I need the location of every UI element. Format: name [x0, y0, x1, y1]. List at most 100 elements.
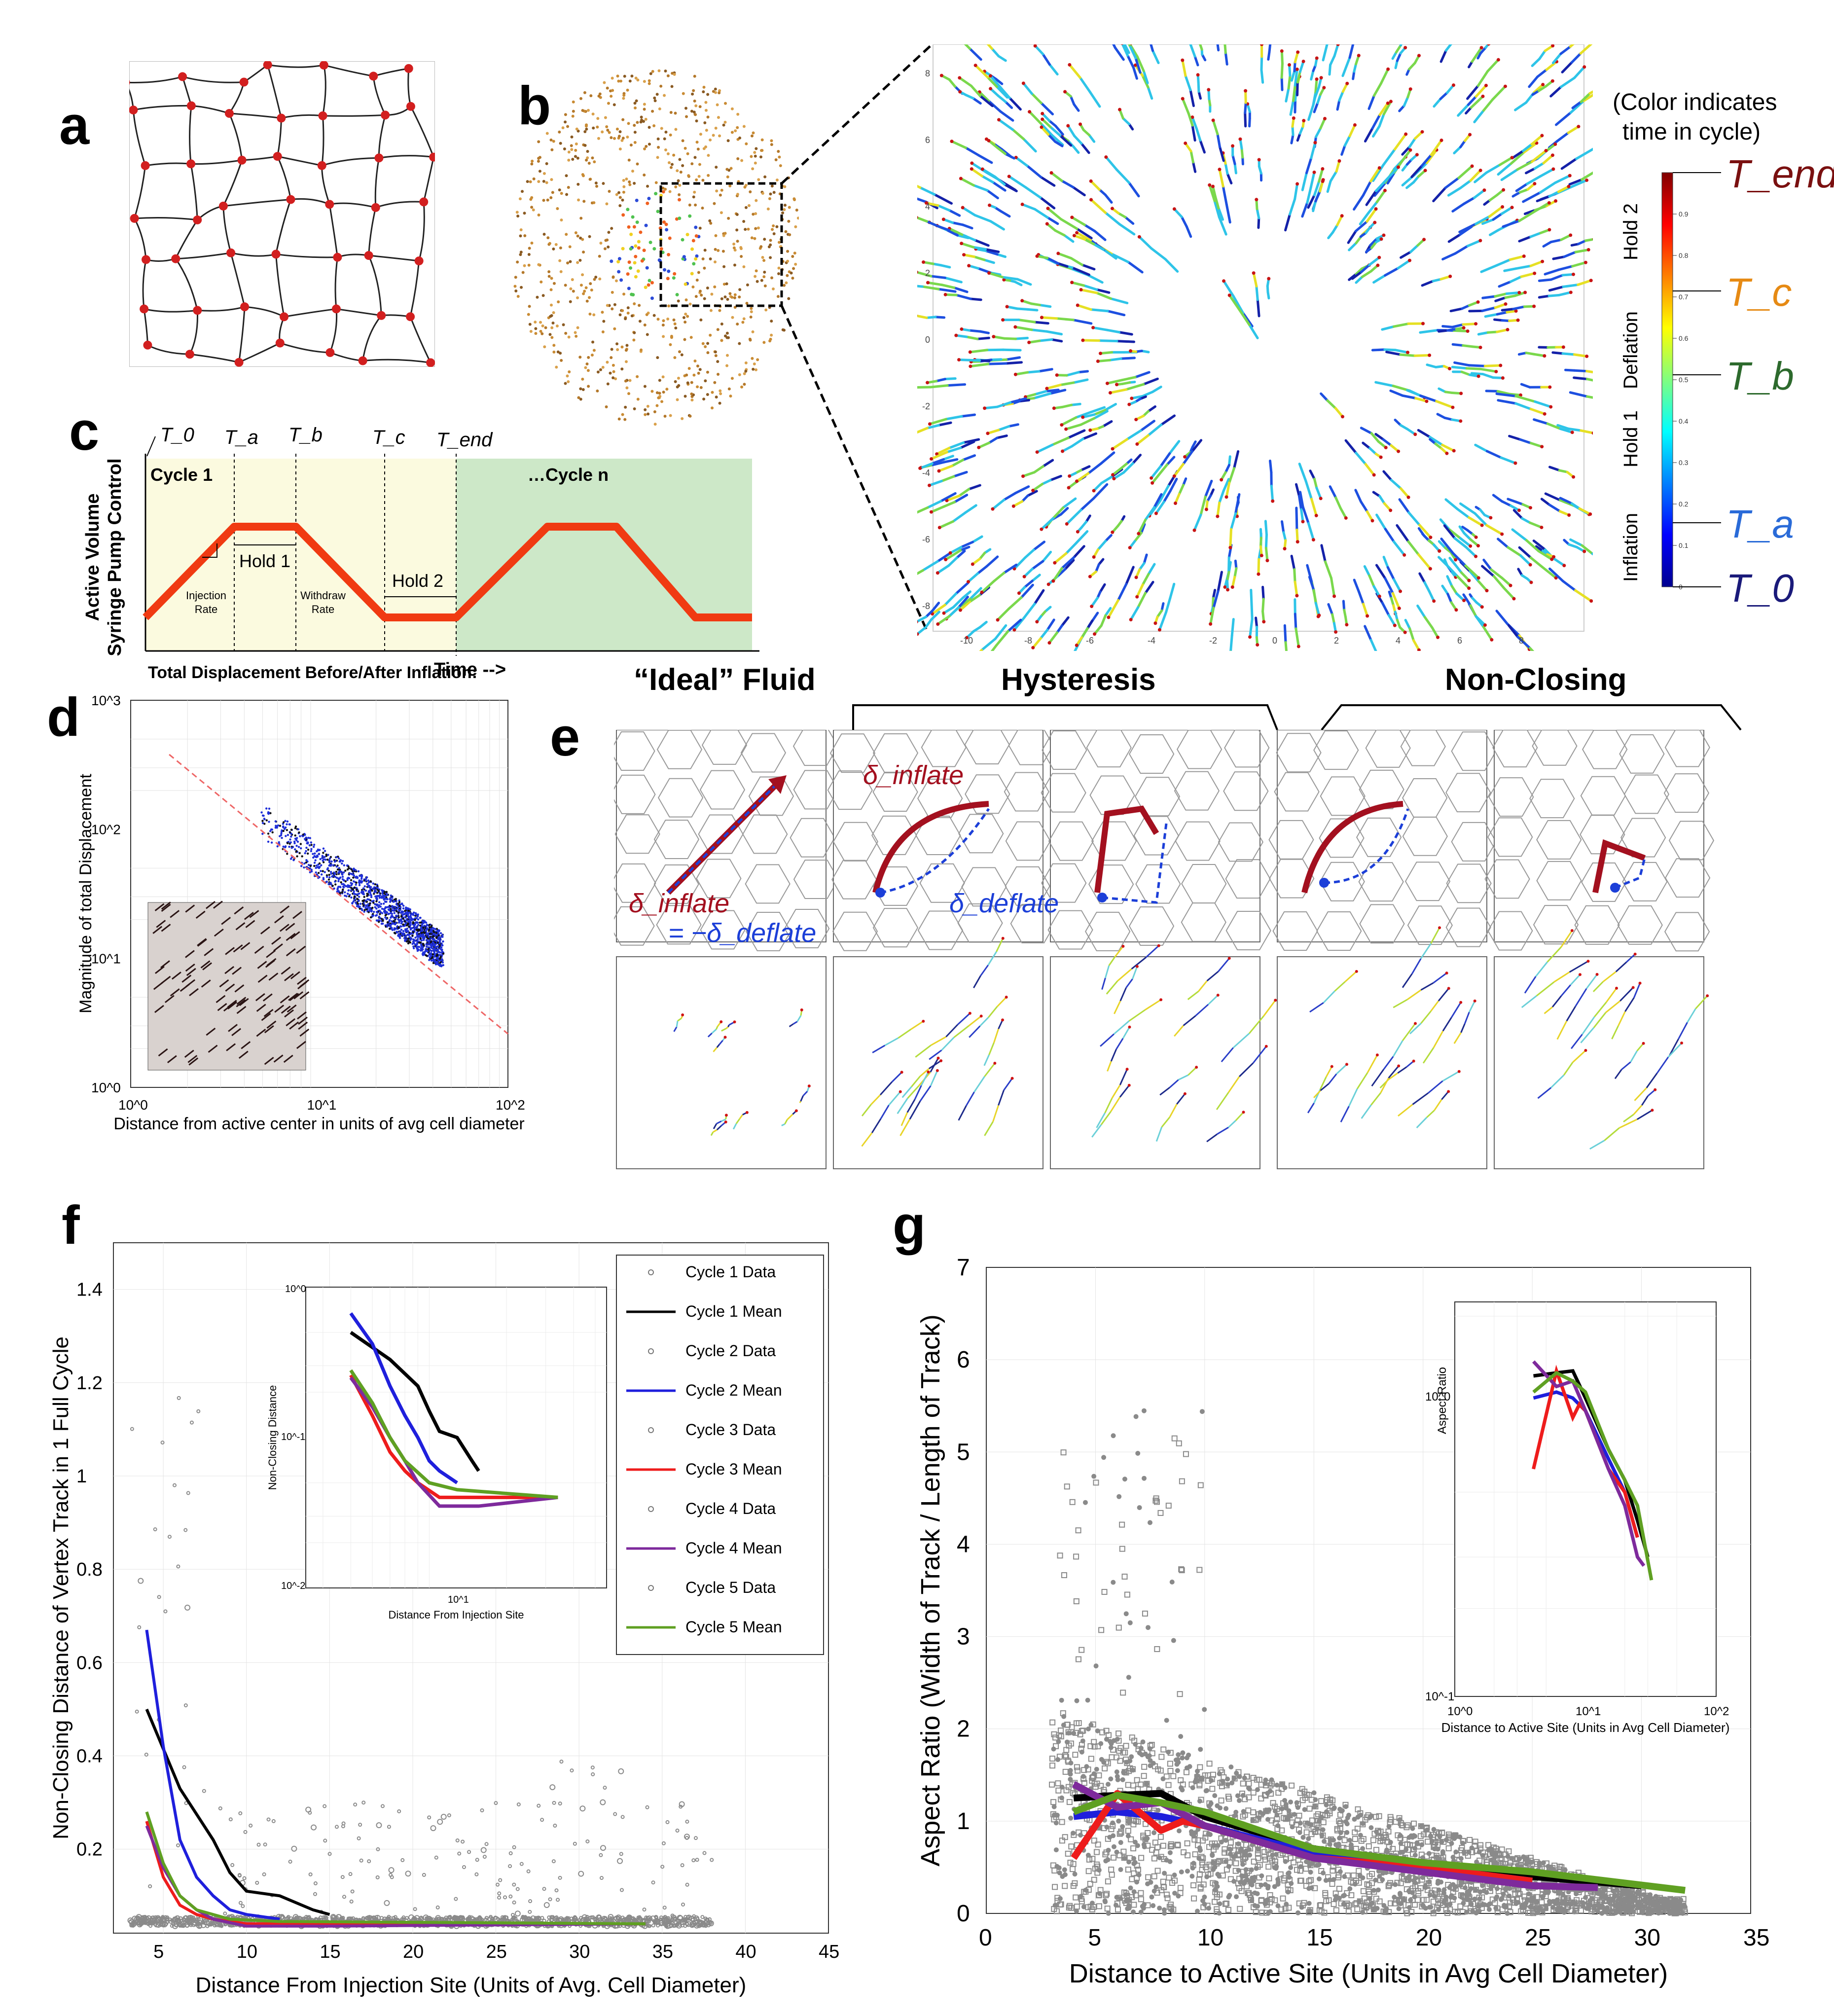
track-end: [968, 350, 972, 354]
track-end: [1345, 81, 1349, 85]
disk-dot: [552, 344, 556, 347]
disk-dot: [604, 116, 607, 119]
disk-dot: [628, 79, 632, 83]
d-point: [388, 909, 391, 912]
track-segment: [1495, 258, 1511, 267]
disk-dot: [783, 208, 786, 211]
disk-dot: [588, 296, 591, 299]
d-point: [383, 891, 386, 893]
track-end: [1041, 117, 1044, 121]
d-inset-mark: [195, 910, 206, 919]
track-end: [1207, 88, 1211, 92]
d-point: [422, 946, 424, 949]
d-point: [423, 952, 426, 954]
track-segment: [1110, 297, 1129, 305]
track-segment: [1126, 54, 1135, 69]
disk-dot: [690, 162, 694, 166]
d-point: [341, 875, 344, 878]
track-segment: [1507, 546, 1522, 557]
panel-e: δ_inflate = −δ_deflate δ_inflate δ_defla…: [614, 730, 1715, 1169]
d-point: [437, 932, 440, 935]
disk-dot: [605, 202, 609, 206]
disk-dot: [653, 410, 656, 414]
d-ytick: 10^0: [91, 1080, 121, 1095]
track-segment: [1230, 512, 1237, 531]
track-end: [1223, 585, 1227, 589]
track-segment: [1305, 156, 1313, 175]
track-segment: [991, 180, 1007, 192]
d-point: [267, 812, 270, 815]
track-end: [1315, 77, 1319, 81]
disk-dot: [646, 333, 649, 336]
track-segment: [1225, 481, 1231, 499]
disk-dot: [566, 374, 569, 378]
disk-dot: [763, 284, 767, 288]
disk-dot: [570, 144, 573, 147]
d-inset-mark: [283, 1054, 293, 1063]
panel-label-b: b: [518, 75, 551, 136]
disk-dot: [714, 87, 717, 91]
track-end: [1572, 272, 1576, 276]
cb-tick-label: 0.4: [1679, 417, 1689, 425]
d-inset-mark: [216, 995, 226, 1003]
track-segment: [1544, 492, 1561, 502]
d-point: [416, 932, 418, 935]
disk-dot: [549, 196, 553, 199]
foam-vertex: [319, 61, 328, 70]
foam-vertex: [237, 155, 247, 165]
disk-dot: [695, 254, 699, 258]
disk-dot: [776, 295, 780, 298]
disk-dot: [697, 175, 701, 178]
track-segment: [1585, 395, 1593, 399]
track-segment: [1541, 566, 1557, 579]
d-point: [362, 904, 365, 907]
disk-dot: [630, 314, 634, 318]
track-segment: [972, 184, 989, 192]
b-ytick: -6: [922, 535, 930, 544]
d-inset-mark: [271, 936, 281, 945]
disk-dot: [709, 257, 712, 260]
d-point: [358, 879, 360, 882]
e-cell: [1218, 822, 1263, 862]
track-segment: [1136, 434, 1150, 445]
disk-dot: [693, 113, 697, 116]
disk-dot: [652, 247, 656, 251]
d-point: [350, 868, 353, 870]
track-end: [1296, 645, 1300, 648]
d-inset-mark: [273, 943, 283, 952]
d-point: [344, 869, 347, 872]
disk-dot: [541, 294, 545, 297]
d-point: [316, 850, 318, 853]
d-point: [343, 864, 346, 866]
d-point: [370, 886, 372, 888]
track-end: [1377, 166, 1381, 170]
e-cell: [1133, 816, 1179, 856]
track-segment: [917, 386, 932, 389]
track-segment: [1421, 533, 1430, 542]
d-point: [397, 921, 400, 924]
track-segment: [1409, 244, 1419, 253]
disk-dot: [709, 138, 712, 142]
track-segment: [927, 281, 943, 287]
d-point: [355, 869, 357, 871]
track-segment: [1150, 44, 1154, 52]
d-point: [422, 954, 425, 956]
e-track: [715, 1026, 719, 1030]
disk-dot: [592, 126, 595, 130]
track-end: [1035, 254, 1039, 258]
t-a: T_a: [1726, 502, 1794, 546]
disk-dot: [777, 150, 780, 153]
track-segment: [976, 565, 988, 575]
track-end: [958, 90, 962, 94]
track-end: [1532, 304, 1536, 308]
d-point: [400, 929, 403, 931]
disk-dot: [607, 231, 611, 234]
track-end: [1089, 179, 1093, 183]
track-segment: [1189, 150, 1194, 164]
track-segment: [1353, 194, 1365, 211]
foam-edge: [239, 342, 281, 363]
d-point: [368, 909, 371, 912]
d-point: [426, 950, 429, 953]
track-segment: [960, 242, 975, 249]
disk-dot: [665, 388, 669, 391]
